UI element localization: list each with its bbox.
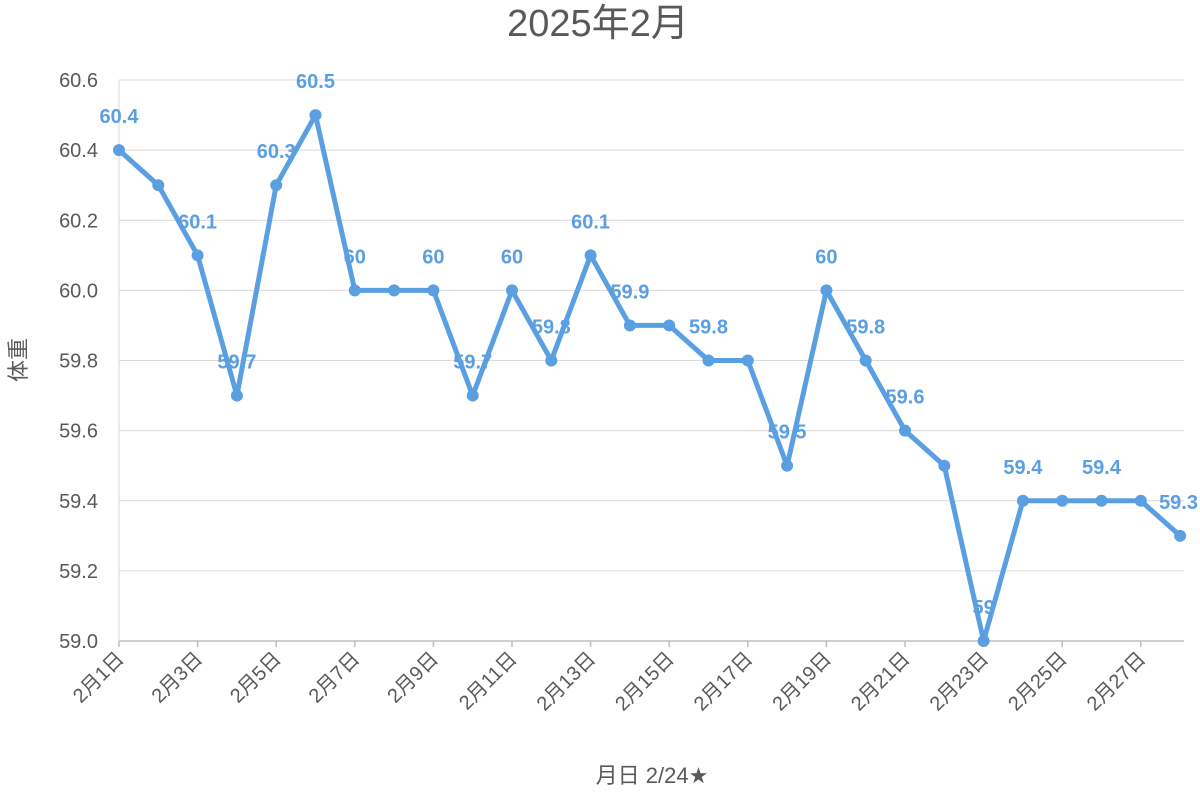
y-tick-label: 60.4 — [59, 140, 98, 162]
data-label: 60.1 — [571, 211, 610, 233]
chart-title: 2025年2月 — [507, 3, 689, 45]
data-point — [309, 109, 322, 122]
data-label: 60.5 — [296, 71, 335, 93]
x-tick-label: 2月15日 — [611, 648, 678, 715]
data-labels: 60.4 60.1 59.7 60.3 60.5 60 60 59.7 60 59.8 60.1 59… — [100, 71, 1198, 619]
data-label: 59.8 — [532, 317, 571, 339]
data-point — [230, 389, 243, 402]
data-label: 59.9 — [610, 281, 649, 303]
data-label: 59.4 — [1003, 457, 1043, 479]
data-label: 59.7 — [453, 352, 492, 374]
data-point — [584, 249, 597, 262]
x-tick-label: 2月11日 — [455, 648, 521, 714]
data-points — [113, 109, 1187, 647]
data-label: 59.8 — [689, 317, 728, 339]
data-point — [663, 319, 676, 332]
x-tick-label: 2月21日 — [847, 648, 914, 715]
data-point — [938, 459, 951, 472]
x-tick-label: 2月27日 — [1083, 648, 1150, 715]
data-point — [545, 354, 558, 367]
data-point — [781, 459, 794, 472]
data-point — [1174, 529, 1187, 542]
data-label: 59.6 — [886, 387, 925, 409]
data-point — [506, 284, 518, 297]
y-tick-label: 59.8 — [59, 351, 98, 373]
series-line — [116, 112, 1183, 644]
data-label: 59.3 — [1159, 492, 1198, 514]
data-point — [820, 284, 833, 297]
x-tick-label: 2月17日 — [690, 648, 757, 715]
data-point — [1134, 494, 1147, 507]
data-label: 59.7 — [217, 352, 256, 374]
data-label: 60.3 — [257, 141, 296, 163]
data-point — [977, 635, 990, 647]
x-tick-label: 2月3日 — [148, 648, 208, 708]
data-point — [1095, 494, 1108, 507]
y-tick-label: 60.2 — [59, 210, 98, 232]
data-label: 60.4 — [100, 106, 140, 128]
y-tick-label: 59.2 — [59, 561, 98, 583]
data-label: 60 — [344, 246, 366, 268]
data-point — [113, 144, 125, 157]
y-tick-label: 60.0 — [59, 280, 98, 302]
data-label: 60.1 — [178, 211, 217, 233]
data-point — [702, 354, 715, 367]
data-label: 59 — [972, 597, 994, 619]
x-tick-label: 2月9日 — [383, 648, 443, 708]
data-point — [741, 354, 754, 367]
data-point — [270, 179, 283, 192]
data-point — [1016, 494, 1029, 507]
x-axis-title: 月日 2/24★ — [596, 763, 709, 788]
data-point — [388, 284, 401, 297]
data-point — [899, 424, 911, 437]
y-axis-tick-labels: 59.0 59.2 59.4 59.6 59.8 60.0 60.2 60.4 60.6 — [59, 70, 98, 653]
y-tick-label: 59.6 — [59, 421, 98, 443]
data-label: 59.5 — [768, 422, 807, 444]
data-point — [152, 179, 165, 192]
data-point — [859, 354, 872, 367]
data-point — [623, 319, 636, 332]
y-tick-label: 59.0 — [59, 631, 98, 653]
y-tick-label: 60.6 — [59, 70, 98, 92]
x-tick-label: 2月5日 — [226, 648, 286, 708]
data-point — [466, 389, 479, 402]
data-point — [427, 284, 440, 297]
data-label: 60 — [501, 246, 523, 268]
data-label: 59.4 — [1082, 457, 1122, 479]
x-axis-tick-labels: 2月1日 2月3日 2月5日 2月7日 2月9日 2月11日 2月13日 2月15日 2月17日… — [69, 641, 1150, 715]
x-tick-label: 2月25日 — [1004, 648, 1071, 715]
y-tick-label: 59.4 — [59, 491, 98, 513]
series-weight — [116, 112, 1183, 644]
data-label: 60 — [422, 246, 444, 268]
x-tick-label: 2月7日 — [305, 648, 365, 708]
data-point — [1056, 494, 1069, 507]
x-tick-label: 2月13日 — [533, 648, 600, 715]
x-tick-label: 2月1日 — [69, 648, 129, 708]
data-label: 60 — [815, 246, 837, 268]
x-tick-label: 2月19日 — [768, 648, 835, 715]
axes — [118, 80, 1184, 642]
x-tick-label: 2月23日 — [926, 648, 993, 715]
data-label: 59.8 — [846, 317, 885, 339]
data-point — [191, 249, 204, 262]
data-point — [348, 284, 361, 297]
y-axis-title: 体重 — [6, 338, 31, 382]
